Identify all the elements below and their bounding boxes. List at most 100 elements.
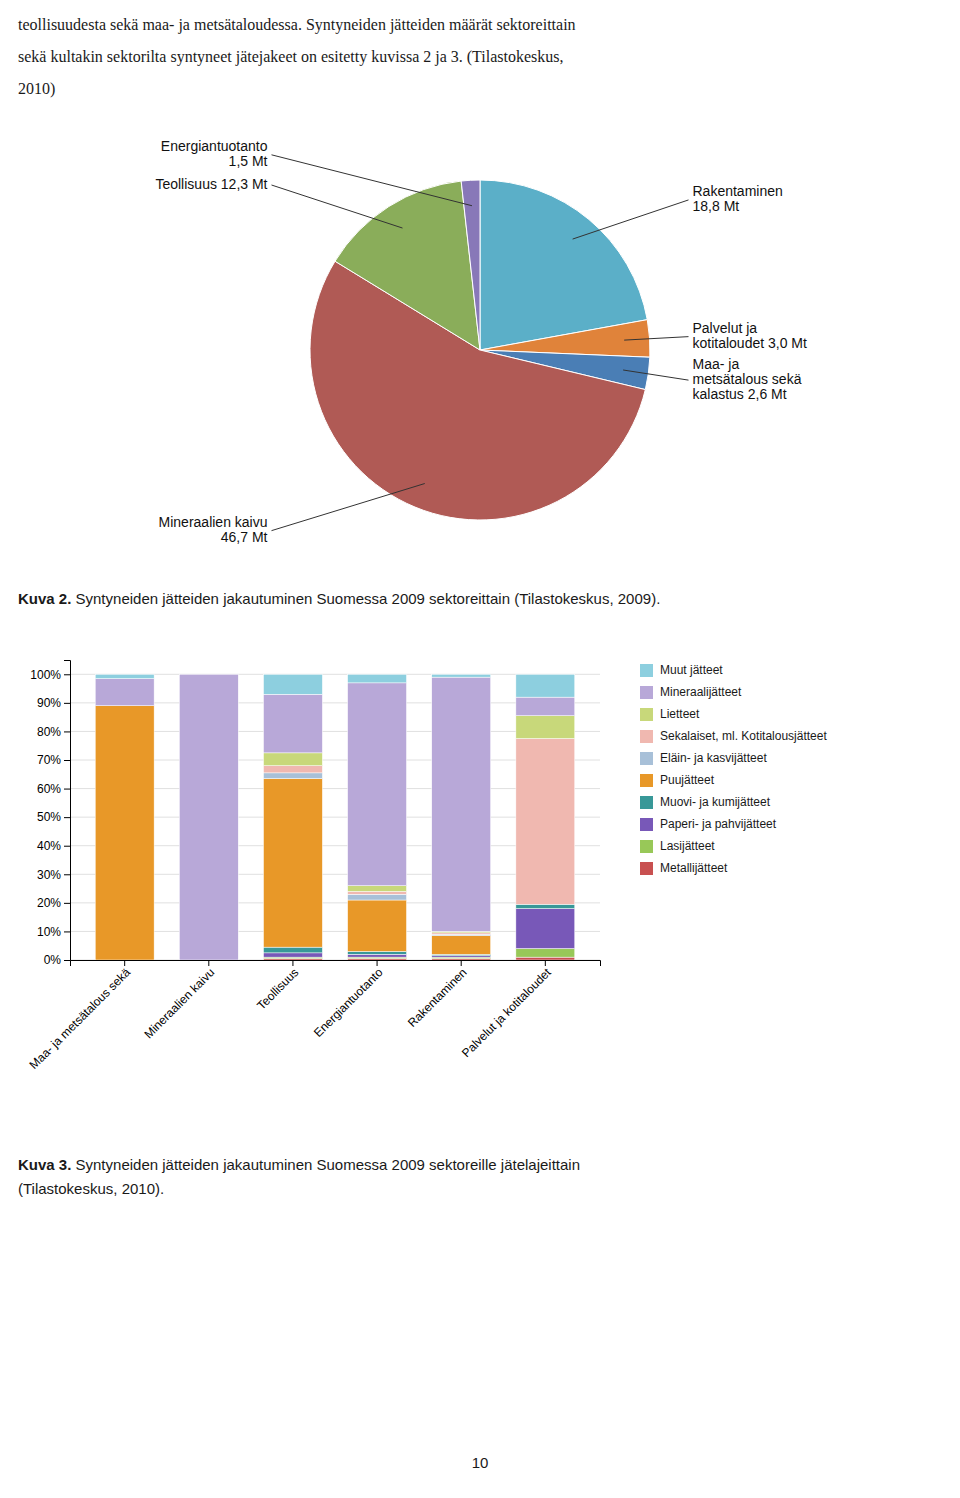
slice-label-line: Rakentaminen	[693, 183, 783, 199]
slice-label-line: Teollisuus 12,3 Mt	[155, 176, 267, 192]
slice-label-line: kotitaloudet 3,0 Mt	[693, 335, 808, 351]
leader-line	[272, 185, 403, 228]
tick-label: Mineraalien kaivu	[141, 965, 217, 1041]
bar-segment	[179, 674, 238, 675]
legend-swatch	[640, 708, 653, 721]
caption-line: Kuva 2. Syntyneiden jätteiden jakautumin…	[18, 590, 660, 607]
leader-line	[623, 370, 688, 380]
caption-bold: Kuva 3.	[18, 1156, 71, 1173]
tick-label: Energiantuotanto	[311, 965, 386, 1040]
bar-segment	[348, 891, 407, 894]
bar-segment	[348, 954, 407, 957]
bar-segment	[432, 936, 491, 955]
bars-clip	[95, 674, 575, 960]
series	[95, 674, 575, 697]
tick: 10%	[37, 925, 70, 939]
legend-item: Eläin- ja kasvijätteet	[640, 751, 767, 765]
slice-label: Maa- jametsätalous sekäkalastus 2,6 Mt	[693, 356, 802, 402]
tick-label: 70%	[37, 753, 61, 767]
tick-mark	[124, 960, 125, 966]
caption-line: (Tilastokeskus, 2010).	[18, 1180, 164, 1197]
slice-label-line: Palvelut ja	[693, 320, 758, 336]
bar-segment	[516, 674, 575, 697]
y-axis: 0%10%20%30%40%50%60%70%80%90%100%	[30, 661, 70, 968]
tick: Mineraalien kaivu	[141, 960, 217, 1041]
legend-swatch	[640, 752, 653, 765]
bar-segment	[348, 683, 407, 886]
bar-segment	[432, 674, 491, 677]
tick-label: 20%	[37, 896, 61, 910]
bar-segment	[95, 674, 154, 678]
legend-item: Lasijätteet	[640, 839, 715, 853]
slice-label: Mineraalien kaivu46,7 Mt	[159, 514, 268, 545]
bar-segment	[432, 677, 491, 931]
paragraph-line: teollisuudesta sekä maa- ja metsätaloude…	[18, 16, 576, 34]
tick: Palvelut ja kotitaloudet	[459, 960, 554, 1060]
page-number: 10	[472, 1454, 489, 1471]
tick-label: 0%	[44, 953, 62, 967]
slice-label-line: 1,5 Mt	[229, 153, 268, 169]
tick-label: Teollisuus	[254, 965, 301, 1012]
tick-mark	[64, 903, 70, 904]
caption-text: (Tilastokeskus, 2010).	[18, 1180, 164, 1197]
tick-mark	[208, 960, 209, 966]
caption-text: Syntyneiden jätteiden jakautuminen Suome…	[71, 1156, 580, 1173]
tick: 90%	[37, 696, 70, 710]
legend-label: Lietteet	[660, 707, 700, 721]
bar-segment	[516, 949, 575, 958]
tick-label: 100%	[30, 668, 61, 682]
slice-label-line: Energiantuotanto	[161, 138, 268, 154]
tick-mark	[64, 846, 70, 847]
tick-mark	[64, 960, 70, 961]
tick-mark	[64, 674, 70, 675]
pie-slice	[335, 181, 480, 350]
legend-item: Puujätteet	[640, 773, 715, 787]
legend-label: Sekalaiset, ml. Kotitalousjätteet	[660, 729, 827, 743]
slice-label-line: Maa- ja	[693, 356, 740, 372]
tick: 20%	[37, 896, 70, 910]
slice-label: Teollisuus 12,3 Mt	[155, 176, 267, 192]
paragraph-line: sekä kultakin sektorilta syntyneet jätej…	[18, 48, 564, 66]
legend-label: Muovi- ja kumijätteet	[660, 795, 771, 809]
tick: Maa- ja metsätalous sekä	[27, 960, 134, 1072]
legend-label: Metallijätteet	[660, 861, 728, 875]
tick: 40%	[37, 839, 70, 853]
legend-swatch	[640, 796, 653, 809]
tick-label: 30%	[37, 868, 61, 882]
tick-mark	[292, 960, 293, 966]
slice-label-line: kalastus 2,6 Mt	[693, 386, 787, 402]
legend-swatch	[640, 664, 653, 677]
bar-segment	[516, 716, 575, 739]
series	[95, 674, 575, 960]
legend-swatch	[640, 686, 653, 699]
tick-label: Rakentaminen	[405, 965, 470, 1030]
bar-chart: 0%10%20%30%40%50%60%70%80%90%100%Maa- ja…	[27, 661, 601, 1072]
legend-label: Puujätteet	[660, 773, 715, 787]
caption-line: Kuva 3. Syntyneiden jätteiden jakautumin…	[18, 1156, 580, 1173]
bars	[95, 674, 575, 960]
legend-swatch	[640, 862, 653, 875]
slice-label-line: Mineraalien kaivu	[159, 514, 268, 530]
legend-item: Mineraalijätteet	[640, 685, 742, 699]
bar-segment	[516, 739, 575, 905]
bar-segment	[263, 766, 322, 773]
leader-line	[272, 484, 425, 531]
slice-label: Rakentaminen18,8 Mt	[693, 183, 783, 214]
bar-segment	[348, 951, 407, 954]
tick-mark	[64, 817, 70, 818]
tick: 80%	[37, 725, 70, 739]
tick-mark	[545, 960, 546, 966]
tick: 70%	[37, 753, 70, 767]
legend-swatch	[640, 774, 653, 787]
legend-item: Lietteet	[640, 707, 700, 721]
tick-mark	[377, 960, 378, 966]
leader-line	[573, 200, 689, 239]
bar-segment	[95, 679, 154, 706]
tick-mark	[64, 731, 70, 732]
bar-segment	[263, 953, 322, 957]
slice-label: Energiantuotanto1,5 Mt	[161, 138, 268, 169]
legend-label: Muut jätteet	[660, 663, 723, 677]
legend-swatch	[640, 818, 653, 831]
tick-label: Maa- ja metsätalous sekä	[27, 965, 134, 1072]
slice-label-line: 46,7 Mt	[221, 529, 268, 545]
